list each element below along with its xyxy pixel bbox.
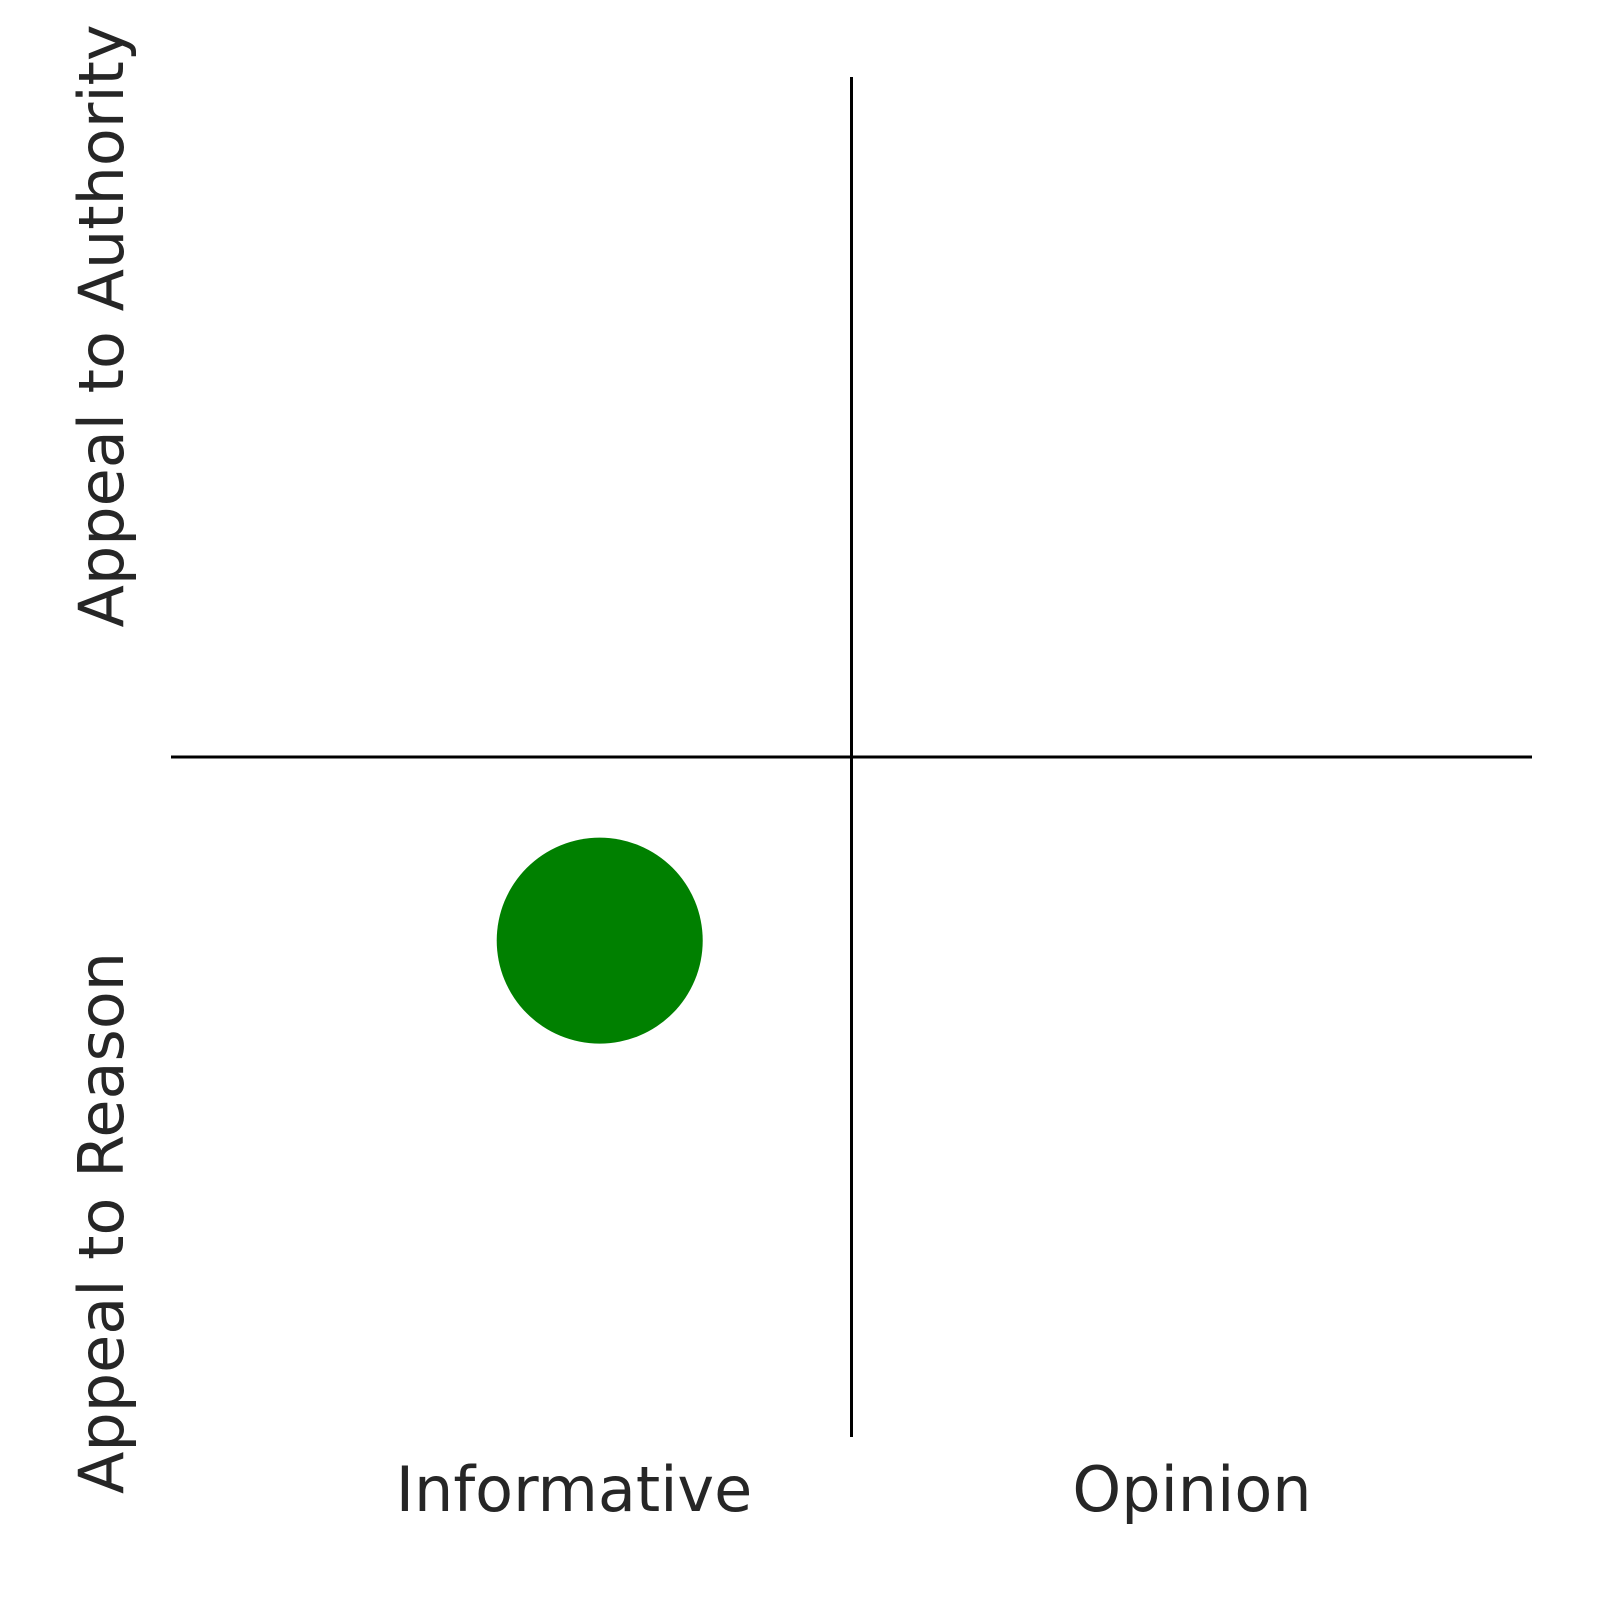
x-quadrant-label: Informative (396, 1453, 753, 1526)
y-quadrant-label: Appeal to Reason (65, 952, 138, 1494)
x-quadrant-label: Opinion (1072, 1453, 1311, 1526)
y-quadrant-label: Appeal to Authority (65, 24, 138, 627)
point (496, 837, 703, 1044)
